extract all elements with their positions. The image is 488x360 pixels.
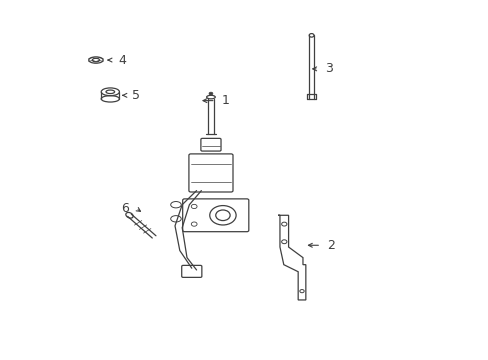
Text: 6: 6 [122,202,129,215]
Text: 5: 5 [132,89,140,102]
Text: 1: 1 [222,94,229,107]
Text: 3: 3 [325,62,332,75]
Text: 4: 4 [118,54,125,67]
Ellipse shape [208,92,212,95]
Text: 2: 2 [327,239,335,252]
